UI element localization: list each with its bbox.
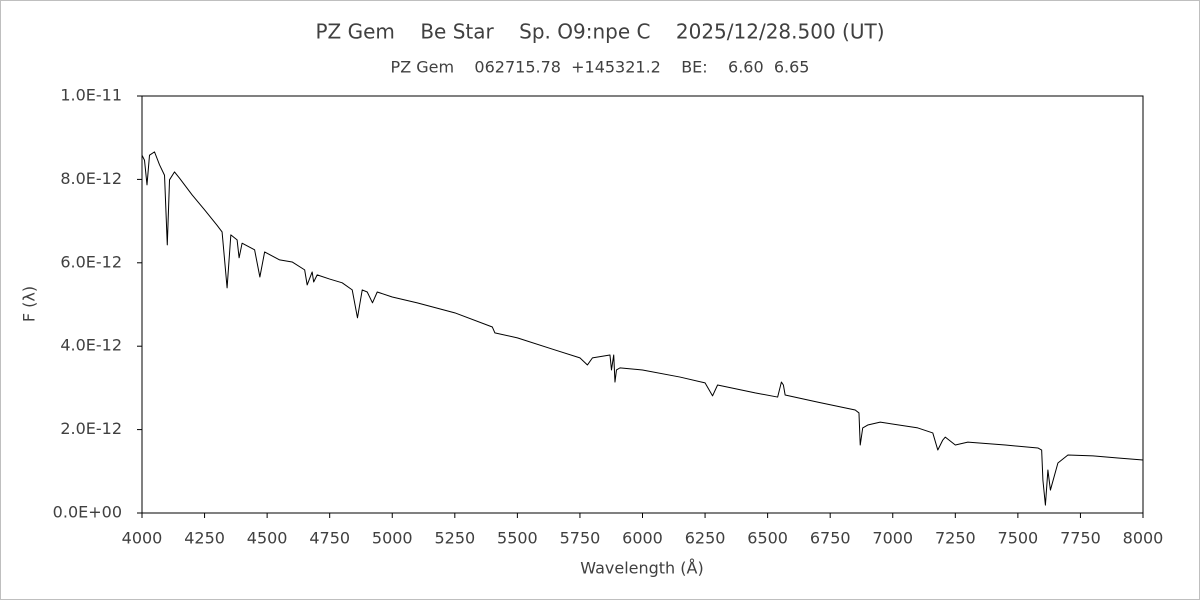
x-tick-label: 5000: [372, 529, 413, 548]
chart-subtitle: PZ Gem 062715.78 +145321.2 BE: 6.60 6.65: [391, 58, 810, 77]
x-tick-label: 6750: [810, 529, 851, 548]
x-tick-label: 6000: [622, 529, 663, 548]
chart-title: PZ Gem Be Star Sp. O9:npe C 2025/12/28.5…: [315, 20, 884, 44]
x-tick-label: 5750: [560, 529, 601, 548]
x-tick-label: 7000: [872, 529, 913, 548]
x-tick-label: 7750: [1060, 529, 1101, 548]
x-tick-label: 6250: [685, 529, 726, 548]
x-tick-label: 8000: [1123, 529, 1164, 548]
x-tick-label: 5250: [434, 529, 475, 548]
y-axis-label: F (λ): [20, 286, 39, 322]
x-tick-label: 7500: [998, 529, 1039, 548]
spectrum-line: [141, 151, 1144, 506]
x-tick-label: 4250: [184, 529, 225, 548]
x-tick-label: 4750: [309, 529, 350, 548]
y-tick-label: 8.0E-12: [60, 169, 122, 188]
x-tick-label: 7250: [935, 529, 976, 548]
y-tick-label: 0.0E+00: [53, 503, 122, 522]
y-tick-label: 2.0E-12: [60, 419, 122, 438]
x-tick-label: 5500: [497, 529, 538, 548]
y-tick-label: 6.0E-12: [60, 252, 122, 271]
x-axis-label: Wavelength (Å): [580, 559, 703, 578]
y-tick-label: 4.0E-12: [60, 336, 122, 355]
x-tick-label: 4000: [122, 529, 163, 548]
x-tick-label: 6500: [747, 529, 788, 548]
x-tick-label: 4500: [247, 529, 288, 548]
y-tick-label: 1.0E-11: [60, 86, 122, 105]
